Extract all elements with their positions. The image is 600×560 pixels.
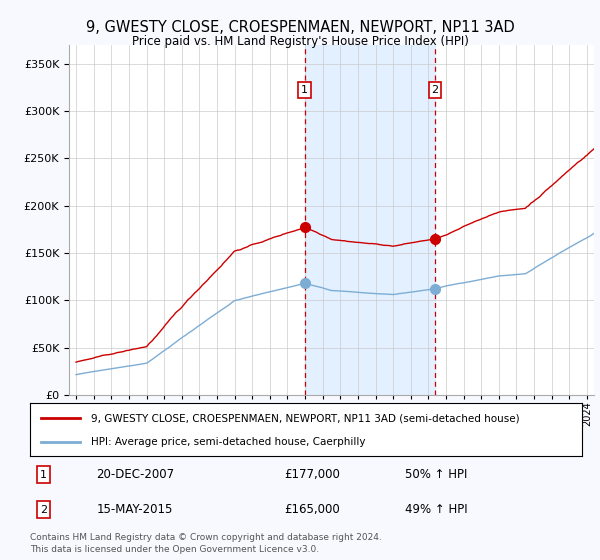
Text: 50% ↑ HPI: 50% ↑ HPI xyxy=(406,468,468,481)
Text: 9, GWESTY CLOSE, CROESPENMAEN, NEWPORT, NP11 3AD: 9, GWESTY CLOSE, CROESPENMAEN, NEWPORT, … xyxy=(86,20,514,35)
Text: 9, GWESTY CLOSE, CROESPENMAEN, NEWPORT, NP11 3AD (semi-detached house): 9, GWESTY CLOSE, CROESPENMAEN, NEWPORT, … xyxy=(91,413,520,423)
Text: Contains HM Land Registry data © Crown copyright and database right 2024.
This d: Contains HM Land Registry data © Crown c… xyxy=(30,533,382,554)
Text: 49% ↑ HPI: 49% ↑ HPI xyxy=(406,503,468,516)
Text: 1: 1 xyxy=(301,85,308,95)
Text: 1: 1 xyxy=(40,470,47,479)
Bar xyxy=(305,45,435,395)
Text: 2: 2 xyxy=(431,85,439,95)
Text: 15-MAY-2015: 15-MAY-2015 xyxy=(96,503,173,516)
Text: £165,000: £165,000 xyxy=(284,503,340,516)
Text: £177,000: £177,000 xyxy=(284,468,340,481)
Text: 20-DEC-2007: 20-DEC-2007 xyxy=(96,468,175,481)
Text: HPI: Average price, semi-detached house, Caerphilly: HPI: Average price, semi-detached house,… xyxy=(91,436,365,446)
Text: 2: 2 xyxy=(40,505,47,515)
Text: Price paid vs. HM Land Registry's House Price Index (HPI): Price paid vs. HM Land Registry's House … xyxy=(131,35,469,48)
